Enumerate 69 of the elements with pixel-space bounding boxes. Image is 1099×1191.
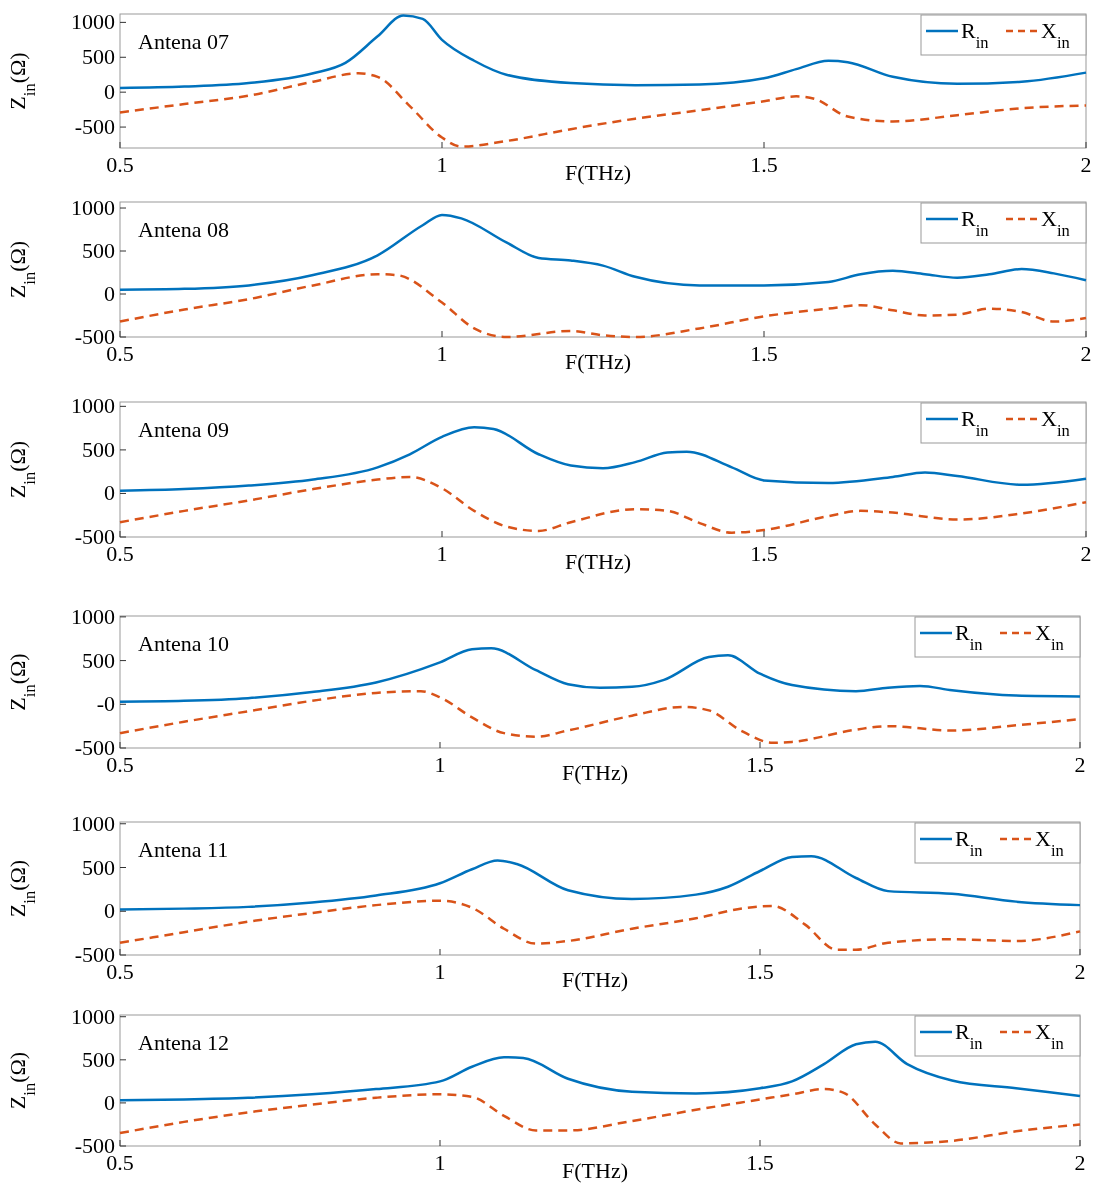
x-tick-label: 1.5 — [746, 959, 774, 984]
y-tick-label: 500 — [82, 238, 115, 264]
x-tick-label: 1 — [434, 1150, 446, 1175]
legend-label: R$_{in}$ — [961, 406, 989, 440]
x-tick-label: 1.5 — [750, 341, 778, 366]
x-tick-label: 1 — [434, 752, 446, 777]
annotation: Antena 09 — [138, 417, 230, 442]
y-tick-label: 1000 — [71, 9, 115, 35]
x-tick-label: 2 — [1080, 152, 1092, 177]
y-tick-label: -500 — [74, 114, 115, 140]
line-series — [118, 213, 1088, 291]
y-tick-label: 500 — [82, 854, 115, 880]
annotation: Antena 08 — [138, 217, 230, 242]
legend-label: R$_{in}$ — [961, 206, 989, 240]
x-tick-label: 2 — [1074, 1150, 1086, 1175]
legend-label: R$_{in}$ — [955, 620, 983, 654]
x-tick-label: 1 — [434, 959, 446, 984]
legend-label: X$_{in}$ — [1035, 826, 1064, 860]
y-tick-label: 1000 — [71, 603, 115, 629]
line-series — [118, 14, 1088, 90]
y-tick-label: 0 — [104, 480, 115, 506]
y-tick-label: 500 — [82, 1046, 115, 1072]
legend-label: R$_{in}$ — [961, 18, 989, 52]
y-tick-label: 1000 — [71, 810, 115, 836]
line-series — [118, 72, 1088, 148]
y-tick-label: 1000 — [71, 1003, 115, 1029]
line-series — [118, 899, 1082, 951]
x-tick-label: 1.5 — [746, 1150, 774, 1175]
y-tick-label: 1000 — [71, 393, 115, 419]
x-axis-title: F(THz) — [565, 160, 631, 185]
y-tick-label: 500 — [82, 436, 115, 462]
x-tick-label: 2 — [1074, 752, 1086, 777]
legend-label: X$_{in}$ — [1041, 206, 1070, 240]
x-axis-title: F(THz) — [562, 967, 628, 992]
legend-label: X$_{in}$ — [1041, 406, 1070, 440]
x-axis-title: F(THz) — [562, 760, 628, 785]
y-tick-label: -0 — [96, 691, 115, 717]
x-axis-title: F(THz) — [565, 349, 631, 374]
legend-label: X$_{in}$ — [1041, 18, 1070, 52]
annotation: Antena 10 — [138, 631, 230, 656]
y-tick-label: 0 — [104, 898, 115, 924]
y-tick-label: 0 — [104, 281, 115, 307]
legend-label: X$_{in}$ — [1035, 620, 1064, 654]
x-tick-label: 1.5 — [750, 152, 778, 177]
x-tick-label: 1 — [436, 541, 448, 566]
legend-label: R$_{in}$ — [955, 1019, 983, 1053]
annotation: Antena 12 — [138, 1030, 230, 1055]
line-series — [118, 272, 1088, 339]
x-tick-label: 1.5 — [746, 752, 774, 777]
x-tick-label: 0.5 — [106, 152, 134, 177]
y-tick-label: 500 — [82, 44, 115, 70]
y-tick-label: 0 — [104, 1089, 115, 1115]
y-tick-label: 500 — [82, 647, 115, 673]
x-tick-label: 1 — [436, 341, 448, 366]
x-axis-title: F(THz) — [565, 549, 631, 574]
x-tick-label: 1.5 — [750, 541, 778, 566]
legend-label: R$_{in}$ — [955, 826, 983, 860]
annotation: Antena 11 — [138, 837, 229, 862]
x-tick-label: 2 — [1080, 541, 1092, 566]
x-tick-label: 2 — [1074, 959, 1086, 984]
line-series — [118, 1087, 1082, 1145]
x-axis-title: F(THz) — [562, 1158, 628, 1183]
annotation: Antena 07 — [138, 29, 230, 54]
line-series — [118, 475, 1088, 534]
x-tick-label: 1 — [436, 152, 448, 177]
y-tick-label: 0 — [104, 79, 115, 105]
x-tick-label: 2 — [1080, 341, 1092, 366]
legend-label: X$_{in}$ — [1035, 1019, 1064, 1053]
y-tick-label: 1000 — [71, 195, 115, 221]
